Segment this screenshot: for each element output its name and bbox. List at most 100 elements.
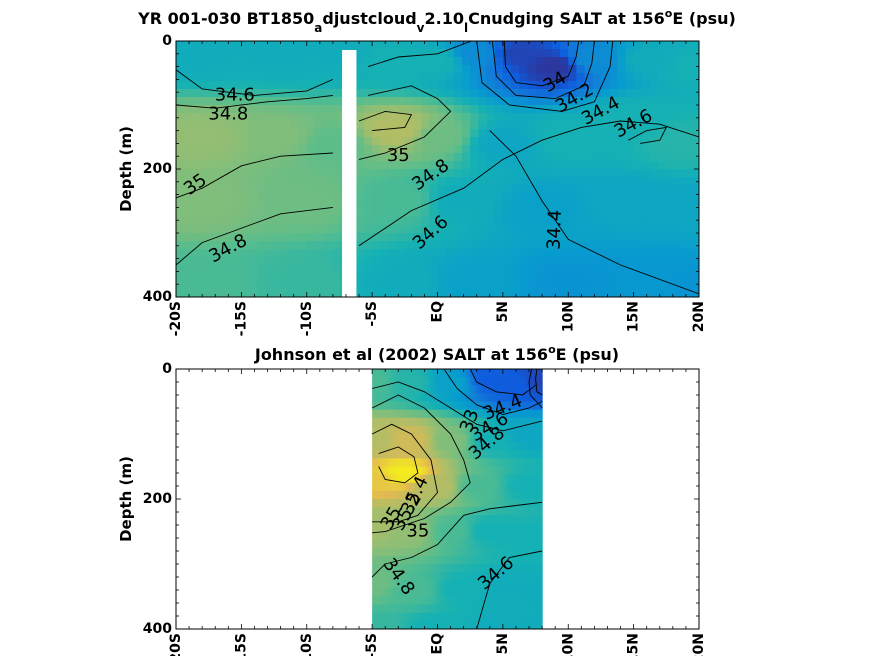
top-heatmap-cell [609,105,618,114]
bottom-heatmap-cell [496,425,501,435]
top-heatmap-cell [600,177,610,186]
bottom-heatmap-cell [401,620,405,629]
bottom-heatmap-cell [462,499,466,508]
bottom-heatmap-cell [435,442,440,451]
bottom-contour-34-8 [371,381,543,432]
top-heatmap-cell [551,145,561,154]
bottom-heatmap-cell [465,596,469,606]
bottom-heatmap-cell [520,482,525,492]
bottom-heatmap-cell [539,466,543,476]
bottom-heatmap-cell [438,450,442,459]
bottom-heatmap-cell [491,393,495,403]
bottom-heatmap-cell [534,417,538,427]
bottom-heatmap-cell [483,499,487,508]
top-heatmap-cell [658,41,667,50]
top-heatmap-cell [421,169,430,178]
bottom-heatmap-cell [377,450,381,459]
top-heatmap-cell [437,65,447,74]
top-heatmap-cell [429,265,439,274]
top-heatmap-cell [633,185,643,194]
bottom-heatmap-cell [441,393,445,403]
bottom-heatmap-cell [374,450,379,459]
bottom-heatmap-cell [459,466,464,476]
top-heatmap-cell [666,225,676,234]
bottom-heatmap-cell [462,377,466,386]
top-heatmap-cell [396,209,406,218]
bottom-heatmap-cell [396,515,400,524]
top-heatmap-cell [396,105,406,114]
bottom-heatmap-cell [481,531,485,541]
bottom-heatmap-cell [526,531,530,541]
bottom-heatmap-cell [470,450,474,459]
bottom-heatmap-cell [491,369,495,378]
top-heatmap-cell [641,49,651,58]
top-heatmap-cell [592,201,602,210]
bottom-heatmap-cell [494,612,498,622]
top-heatmap-cell [372,161,381,170]
top-heatmap-cell [388,241,398,250]
top-heatmap-cell [494,217,504,226]
top-heatmap-cell [396,73,406,82]
bottom-heatmap-cell [502,474,506,484]
top-heatmap-cell [568,105,578,114]
bottom-heatmap-cell [512,620,517,629]
bottom-heatmap-cell [372,523,376,533]
bottom-heatmap-cell [496,572,501,581]
top-heatmap-cell [274,49,283,58]
top-heatmap-cell [519,217,528,226]
top-heatmap-cell [290,201,300,210]
bottom-heatmap-cell [481,393,485,403]
top-contour-34-8 [358,85,452,160]
top-heatmap-cell [380,129,390,138]
bottom-heatmap-cell [385,523,389,533]
top-heatmap-cell [502,57,512,66]
top-heatmap-cell [560,41,569,50]
bottom-heatmap-cell [422,425,426,435]
top-heatmap-cell [331,249,341,258]
bottom-heatmap-cell [396,393,400,403]
bottom-heatmap-cell [380,580,384,589]
top-heatmap-cell [486,193,496,202]
top-heatmap-cell [641,129,651,138]
bottom-heatmap-cell [446,564,450,573]
top-heatmap-cell [388,113,398,122]
top-heatmap-cell [641,257,651,266]
top-heatmap-cell [200,121,210,130]
bottom-heatmap-cell [449,588,453,598]
bottom-heatmap-cell [510,466,514,476]
top-heatmap-cell [576,129,586,138]
bottom-heatmap-cell [475,377,479,386]
bottom-heatmap-cell [433,466,437,476]
top-heatmap-cell [314,177,324,186]
top-heatmap-cell [584,201,594,210]
bottom-heatmap-cell [491,523,495,533]
top-heatmap-cell [380,65,390,74]
bottom-heatmap-cell [491,450,495,459]
bottom-heatmap-cell [534,507,538,516]
top-heatmap-cell [290,49,300,58]
bottom-heatmap-cell [523,604,527,614]
bottom-heatmap-cell [430,393,434,403]
top-heatmap-cell [649,281,659,290]
top-heatmap-cell [478,169,488,178]
bottom-heatmap-cell [380,547,384,557]
bottom-heatmap-cell [372,547,376,557]
top-heatmap-cell [176,89,185,98]
bottom-heatmap-cell [393,564,397,573]
top-heatmap-cell [625,225,635,234]
top-heatmap-cell [372,113,381,122]
bottom-heatmap-cell [486,385,490,394]
top-heatmap-cell [184,41,193,50]
bottom-heatmap-cell [385,466,389,476]
top-heatmap-cell [265,241,275,250]
bottom-heatmap-cell [446,555,450,565]
bottom-heatmap-cell [451,499,456,508]
bottom-heatmap-cell [374,620,379,629]
top-heatmap-cell [445,49,455,58]
bottom-heatmap-cell [388,442,392,451]
top-heatmap-cell [306,241,316,250]
bottom-heatmap-cell [409,474,413,484]
bottom-heatmap-cell [470,580,474,589]
bottom-heatmap-cell [411,539,416,549]
bottom-heatmap-cell [372,539,376,549]
